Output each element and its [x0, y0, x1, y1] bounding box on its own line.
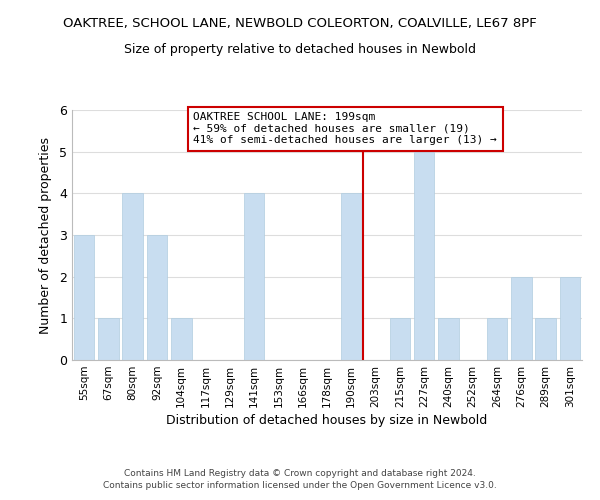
Bar: [146, 235, 167, 360]
Bar: [535, 318, 556, 360]
Bar: [244, 194, 265, 360]
Bar: [389, 318, 410, 360]
Text: Contains public sector information licensed under the Open Government Licence v3: Contains public sector information licen…: [103, 481, 497, 490]
Text: OAKTREE SCHOOL LANE: 199sqm
← 59% of detached houses are smaller (19)
41% of sem: OAKTREE SCHOOL LANE: 199sqm ← 59% of det…: [193, 112, 497, 146]
Text: Size of property relative to detached houses in Newbold: Size of property relative to detached ho…: [124, 42, 476, 56]
X-axis label: Distribution of detached houses by size in Newbold: Distribution of detached houses by size …: [166, 414, 488, 427]
Y-axis label: Number of detached properties: Number of detached properties: [39, 136, 52, 334]
Bar: [74, 235, 94, 360]
Bar: [511, 276, 532, 360]
Text: Contains HM Land Registry data © Crown copyright and database right 2024.: Contains HM Land Registry data © Crown c…: [124, 468, 476, 477]
Bar: [438, 318, 459, 360]
Bar: [341, 194, 362, 360]
Bar: [487, 318, 508, 360]
Bar: [122, 194, 143, 360]
Bar: [560, 276, 580, 360]
Text: OAKTREE, SCHOOL LANE, NEWBOLD COLEORTON, COALVILLE, LE67 8PF: OAKTREE, SCHOOL LANE, NEWBOLD COLEORTON,…: [63, 18, 537, 30]
Bar: [171, 318, 191, 360]
Bar: [98, 318, 119, 360]
Bar: [414, 152, 434, 360]
